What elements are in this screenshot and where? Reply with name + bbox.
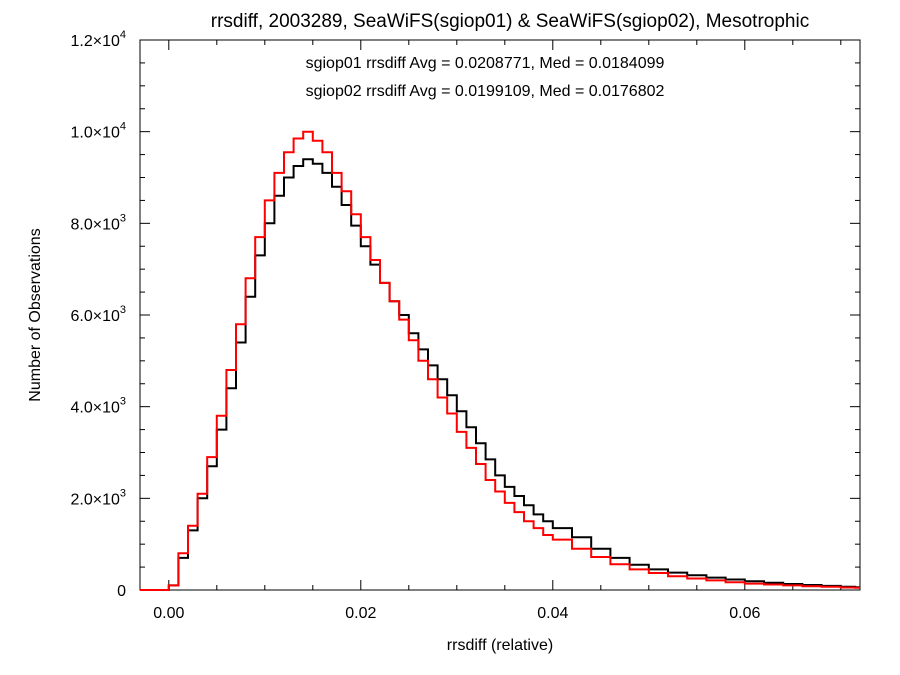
y-tick-exponent: 3 xyxy=(120,304,126,316)
chart-title: rrsdiff, 2003289, SeaWiFS(sgiop01) & Sea… xyxy=(211,11,809,32)
y-tick-mantissa: 8.0×10 xyxy=(70,216,119,233)
y-tick-exponent: 3 xyxy=(120,396,126,408)
legend: sgiop01 rrsdiff Avg = 0.0208771, Med = 0… xyxy=(306,55,665,100)
y-tick-mantissa: 4.0×10 xyxy=(70,400,119,417)
y-tick-label: 2.0×103 xyxy=(70,487,126,508)
y-tick-label: 1.0×104 xyxy=(70,121,126,142)
y-tick-mantissa: 1.0×10 xyxy=(70,125,119,142)
x-axis-label: rrsdiff (relative) xyxy=(447,637,553,654)
x-tick-label: 0.06 xyxy=(729,605,760,622)
y-tick-label: 4.0×103 xyxy=(70,396,126,417)
y-axis-ticks: 02.0×1034.0×1036.0×1038.0×1031.0×1041.2×… xyxy=(70,29,860,600)
y-tick-mantissa: 0 xyxy=(117,583,126,600)
y-tick-mantissa: 6.0×10 xyxy=(70,308,119,325)
x-axis-ticks: 0.00 0.02 0.04 0.06 xyxy=(153,40,842,622)
series-line-sgiop02 xyxy=(140,130,860,591)
plot-frame xyxy=(139,39,861,591)
y-tick-exponent: 4 xyxy=(120,121,126,133)
y-tick-exponent: 4 xyxy=(120,29,126,41)
y-tick-label: 1.2×104 xyxy=(70,29,126,50)
y-axis-label: Number of Observations xyxy=(27,228,44,401)
y-tick-mantissa: 2.0×10 xyxy=(70,491,119,508)
y-tick-exponent: 3 xyxy=(120,487,126,499)
y-tick-label: 0 xyxy=(117,583,126,600)
x-tick-label: 0.02 xyxy=(345,605,376,622)
series-line-sgiop01 xyxy=(140,158,860,591)
x-tick-label: 0.00 xyxy=(153,605,184,622)
y-tick-label: 8.0×103 xyxy=(70,212,126,233)
legend-entry-sgiop02: sgiop02 rrsdiff Avg = 0.0199109, Med = 0… xyxy=(306,83,665,100)
y-tick-exponent: 3 xyxy=(120,212,126,224)
y-tick-label: 6.0×103 xyxy=(70,304,126,325)
legend-entry-sgiop01: sgiop01 rrsdiff Avg = 0.0208771, Med = 0… xyxy=(306,55,665,72)
y-tick-mantissa: 1.2×10 xyxy=(70,33,119,50)
series-layer xyxy=(140,130,860,591)
x-tick-label: 0.04 xyxy=(537,605,568,622)
